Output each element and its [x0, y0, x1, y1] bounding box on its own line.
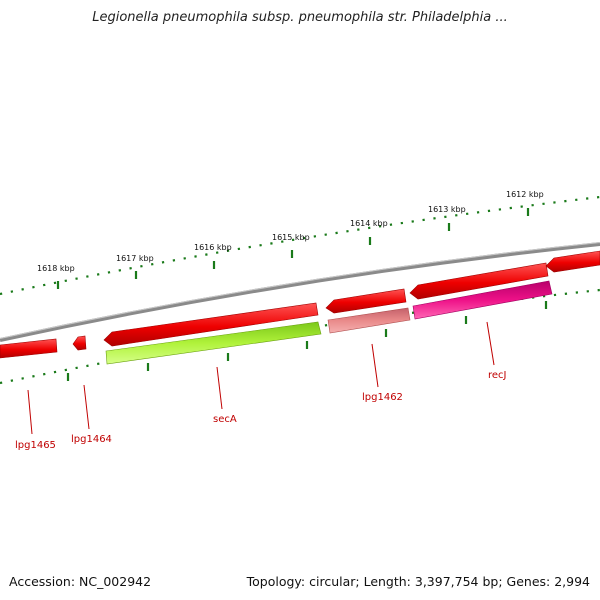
genome-backbone	[0, 242, 600, 342]
scale-label: 1618 kbp	[37, 264, 75, 273]
gene-label: recJ	[488, 370, 507, 381]
scale-label: 1614 kbp	[350, 219, 388, 228]
gene-arrow-recJ	[412, 280, 553, 320]
genome-backbone-highlight	[0, 242, 600, 339]
gene-arrow-fwd-4	[545, 250, 600, 273]
scale-label: 1615 kbp	[272, 233, 310, 242]
gene-arrow-secA	[105, 321, 322, 365]
genome-summary-text: Topology: circular; Length: 3,397,754 bp…	[246, 574, 590, 589]
gene-arrow-fwd-1	[103, 302, 319, 347]
scale-label: 1616 kbp	[194, 243, 232, 252]
label-leaders	[27, 321, 495, 435]
inner-major-ticks	[66, 301, 548, 381]
gene-arrow-lpg1465	[0, 338, 58, 359]
outer-major-ticks	[56, 208, 530, 289]
scale-label: 1617 kbp	[116, 254, 154, 263]
scale-label: 1612 kbp	[506, 190, 544, 199]
gene-label: lpg1462	[362, 392, 403, 403]
accession-text: Accession: NC_002942	[9, 574, 152, 589]
gene-label: secA	[213, 414, 237, 425]
gene-arrow-lpg1464	[72, 335, 87, 351]
scale-label: 1613 kbp	[428, 205, 466, 214]
gene-label: lpg1465	[15, 440, 56, 451]
gene-arrow-fwd-3	[409, 262, 549, 300]
gene-arrow-lpg1462	[327, 307, 411, 334]
genome-title: Legionella pneumophila subsp. pneumophil…	[92, 10, 508, 25]
gene-arrow-fwd-2	[325, 288, 407, 314]
gene-label: lpg1464	[71, 434, 112, 445]
